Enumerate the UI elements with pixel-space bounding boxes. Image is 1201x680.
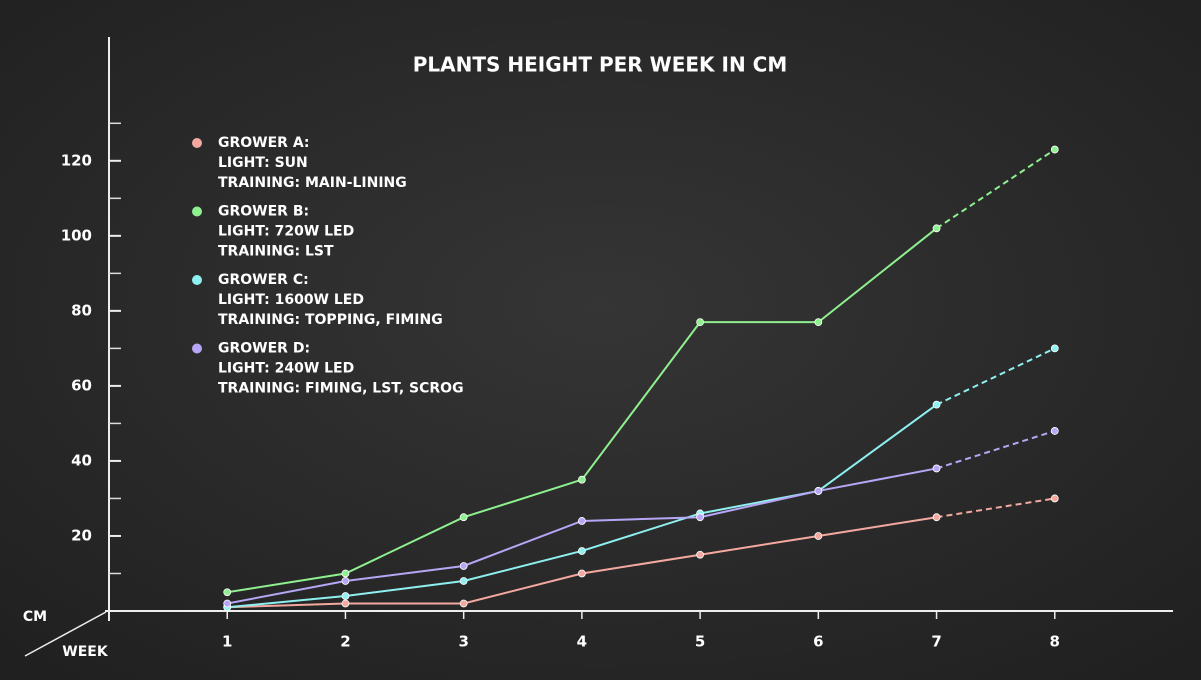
x-tick-label: 5 <box>695 633 705 651</box>
legend-marker <box>192 343 202 354</box>
x-tick-label: 1 <box>222 633 232 651</box>
data-point <box>223 599 232 608</box>
y-tick-label: 20 <box>71 526 92 544</box>
data-point <box>577 547 586 555</box>
x-tick-label: 8 <box>1050 633 1060 651</box>
data-point <box>223 588 232 597</box>
x-tick-label: 3 <box>458 633 468 651</box>
data-point <box>341 577 350 585</box>
legend-training: TRAINING: MAIN-LINING <box>218 175 407 191</box>
legend-light: LIGHT: SUN <box>218 155 308 171</box>
series-line-projection <box>936 429 1056 470</box>
data-point <box>341 599 350 608</box>
data-point <box>696 318 705 327</box>
legend-light: LIGHT: 720W LED <box>218 224 354 240</box>
y-tick-label: 120 <box>61 151 92 169</box>
data-point <box>1050 427 1059 435</box>
x-axis-label: WEEK <box>62 644 109 660</box>
chart-title: PLANTS HEIGHT PER WEEK IN CM <box>413 53 787 77</box>
y-tick-label: 80 <box>71 301 92 319</box>
data-point <box>341 592 350 600</box>
data-point <box>1050 494 1059 503</box>
series-line-projection <box>936 347 1056 406</box>
legend-label: GROWER B: <box>218 204 309 220</box>
legend-training: TRAINING: FIMING, LST, SCROG <box>218 381 464 397</box>
y-tick-label: 60 <box>71 376 92 394</box>
data-point <box>932 224 941 233</box>
data-point <box>932 400 941 409</box>
data-point <box>932 513 941 522</box>
y-axis-label: CM <box>23 609 47 625</box>
legend-label: GROWER D: <box>218 341 310 357</box>
axis-divider <box>24 611 107 657</box>
legend-label: GROWER A: <box>218 135 310 151</box>
data-point <box>696 550 705 559</box>
data-point <box>577 517 586 525</box>
data-point <box>696 513 705 522</box>
data-point <box>577 475 586 484</box>
y-tick-label: 40 <box>71 451 92 469</box>
legend-light: LIGHT: 1600W LED <box>218 292 364 308</box>
x-tick-label: 2 <box>340 633 350 651</box>
data-point <box>577 569 586 578</box>
series-line-projection <box>936 148 1056 230</box>
legend-marker <box>192 138 202 148</box>
data-point <box>1050 344 1059 353</box>
x-tick-label: 4 <box>577 633 587 651</box>
legend-marker <box>192 206 202 217</box>
data-point <box>814 487 823 495</box>
legend-training: TRAINING: TOPPING, FIMING <box>218 312 443 328</box>
data-point <box>814 532 823 540</box>
data-point <box>1050 145 1059 154</box>
legend-marker <box>192 275 202 285</box>
data-point <box>814 318 823 327</box>
legend-light: LIGHT: 240W LED <box>218 361 354 377</box>
data-point <box>459 513 468 522</box>
y-tick-label: 100 <box>61 226 92 244</box>
data-point <box>459 599 468 608</box>
legend-training: TRAINING: LST <box>218 244 334 260</box>
data-point <box>459 562 468 570</box>
data-point <box>459 577 468 585</box>
legend-label: GROWER C: <box>218 272 309 288</box>
data-point <box>341 569 350 578</box>
x-tick-label: 7 <box>931 633 941 651</box>
data-point <box>932 464 941 473</box>
x-tick-label: 6 <box>813 633 823 651</box>
